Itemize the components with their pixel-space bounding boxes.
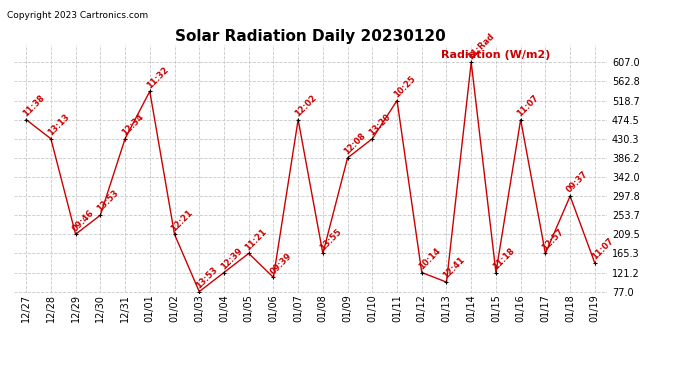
Text: 12:08: 12:08 bbox=[342, 131, 368, 156]
Point bbox=[95, 212, 106, 218]
Point bbox=[194, 289, 205, 295]
Point bbox=[342, 155, 353, 161]
Text: 10:25: 10:25 bbox=[392, 74, 417, 99]
Text: 12:02: 12:02 bbox=[293, 93, 318, 118]
Text: 11:Rad: 11:Rad bbox=[466, 31, 496, 61]
Text: 11:21: 11:21 bbox=[244, 227, 269, 252]
Point bbox=[416, 270, 427, 276]
Point bbox=[243, 251, 254, 257]
Text: 12:34: 12:34 bbox=[120, 112, 145, 138]
Text: 12:39: 12:39 bbox=[219, 246, 244, 271]
Text: Copyright 2023 Cartronics.com: Copyright 2023 Cartronics.com bbox=[7, 11, 148, 20]
Text: 13:13: 13:13 bbox=[46, 112, 71, 138]
Text: 11:18: 11:18 bbox=[491, 246, 516, 271]
Text: 09:37: 09:37 bbox=[565, 170, 590, 195]
Title: Solar Radiation Daily 20230120: Solar Radiation Daily 20230120 bbox=[175, 29, 446, 44]
Text: 11:32: 11:32 bbox=[145, 65, 170, 90]
Point bbox=[515, 117, 526, 123]
Text: 13:55: 13:55 bbox=[317, 227, 343, 252]
Text: 11:07: 11:07 bbox=[515, 93, 541, 118]
Text: 13:53: 13:53 bbox=[95, 189, 120, 214]
Point bbox=[70, 231, 81, 237]
Text: 11:38: 11:38 bbox=[21, 93, 46, 118]
Point bbox=[293, 117, 304, 123]
Point bbox=[219, 270, 230, 276]
Text: 13:53: 13:53 bbox=[194, 265, 219, 290]
Text: 12:41: 12:41 bbox=[442, 255, 466, 281]
Text: 12:57: 12:57 bbox=[540, 227, 566, 252]
Point bbox=[317, 251, 328, 257]
Text: 11:07: 11:07 bbox=[590, 237, 615, 262]
Text: 09:39: 09:39 bbox=[268, 251, 293, 276]
Text: 10:14: 10:14 bbox=[417, 246, 442, 271]
Text: Radiation (W/m2): Radiation (W/m2) bbox=[441, 50, 551, 60]
Point bbox=[391, 98, 402, 104]
Point bbox=[46, 136, 57, 142]
Point bbox=[144, 88, 155, 94]
Point bbox=[441, 279, 452, 285]
Point bbox=[491, 270, 502, 276]
Point bbox=[169, 231, 180, 237]
Point bbox=[589, 260, 600, 266]
Point bbox=[466, 59, 477, 65]
Point bbox=[540, 251, 551, 257]
Point bbox=[367, 136, 378, 142]
Text: 13:20: 13:20 bbox=[367, 112, 393, 138]
Point bbox=[119, 136, 130, 142]
Text: 12:21: 12:21 bbox=[169, 208, 195, 233]
Point bbox=[268, 274, 279, 280]
Point bbox=[564, 193, 575, 199]
Text: 09:46: 09:46 bbox=[70, 208, 96, 233]
Point bbox=[21, 117, 32, 123]
